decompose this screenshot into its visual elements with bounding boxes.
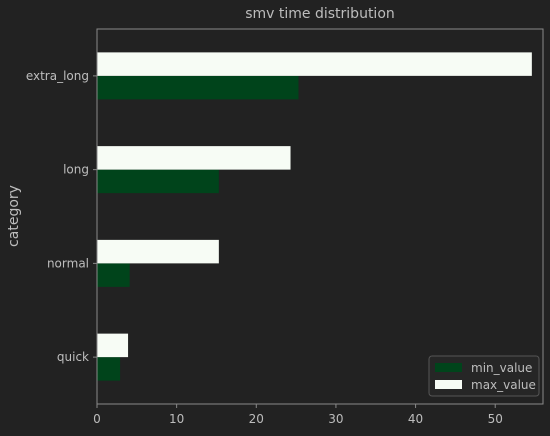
- legend-swatch-min_value: [435, 363, 462, 372]
- legend-label-max_value: max_value: [471, 378, 536, 392]
- bar-max_value-quick: [97, 333, 129, 358]
- y-tick-label-quick: quick: [57, 350, 89, 364]
- bar-max_value-long: [97, 146, 291, 170]
- bar-max_value-normal: [97, 239, 219, 264]
- legend: min_value max_value: [428, 355, 540, 397]
- x-tick-label-0: 0: [93, 412, 101, 426]
- x-tick-label-40: 40: [408, 412, 423, 426]
- chart-title: smv time distribution: [245, 6, 395, 22]
- legend-label-min_value: min_value: [471, 361, 532, 375]
- x-tick-label-30: 30: [328, 412, 343, 426]
- y-axis-label: category: [6, 185, 22, 247]
- bar-min_value-normal: [97, 263, 130, 287]
- bar-min_value-quick: [97, 357, 121, 381]
- y-tick-label-long: long: [63, 163, 89, 177]
- x-tick-label-50: 50: [488, 412, 503, 426]
- x-tick-label-10: 10: [169, 412, 184, 426]
- y-tick-label-normal: normal: [47, 256, 89, 270]
- axes-frame: [96, 28, 544, 405]
- bar-min_value-long: [97, 169, 219, 194]
- legend-swatch-max_value: [435, 380, 462, 389]
- y-tick-label-extra_long: extra_long: [26, 69, 89, 83]
- bar-min_value-extra_long: [97, 75, 299, 100]
- x-tick-label-20: 20: [249, 412, 264, 426]
- bar-max_value-extra_long: [97, 52, 532, 76]
